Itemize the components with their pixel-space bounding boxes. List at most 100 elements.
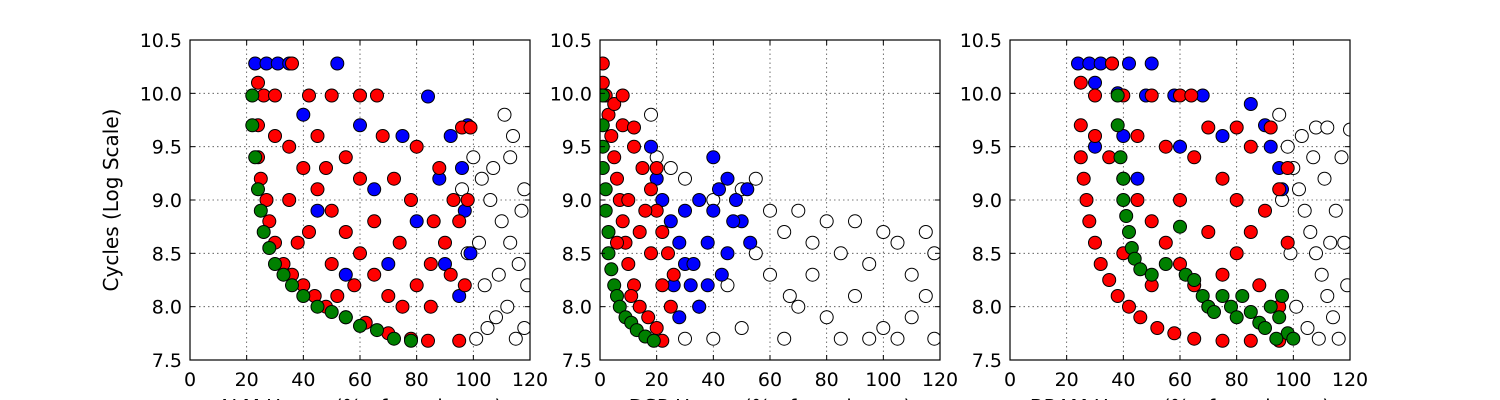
x-tick-label: 20: [235, 369, 259, 391]
scatter-point: [460, 193, 475, 207]
y-tick-label: 10.0: [550, 83, 592, 105]
scatter-point: [777, 225, 792, 239]
scatter-point: [700, 278, 715, 293]
scatter-point: [700, 235, 715, 250]
scatter-point: [443, 129, 458, 143]
scatter-point: [1130, 193, 1145, 207]
scatter-point: [497, 107, 512, 122]
scatter-point: [600, 182, 613, 197]
scatter-point: [514, 203, 529, 218]
scatter-point: [1173, 193, 1187, 207]
x-tick-label: 60: [758, 369, 782, 391]
scatter-point: [409, 139, 424, 154]
scatter-point: [517, 182, 530, 197]
x-tick-label: 100: [865, 369, 901, 391]
scatter-point: [353, 118, 367, 133]
scatter-point: [330, 56, 345, 71]
scatter-point: [918, 225, 933, 239]
scatter-point: [1215, 267, 1230, 282]
scatter-point: [1073, 118, 1088, 133]
y-tick-label: 10.5: [140, 30, 182, 52]
scatter-point: [621, 257, 636, 271]
scatter-point: [1215, 129, 1230, 143]
scatter-point: [876, 225, 891, 239]
x-tick-label: 60: [1168, 369, 1192, 391]
scatter-point: [486, 161, 501, 175]
scatter-point: [1328, 203, 1343, 218]
scatter-point: [1201, 120, 1216, 135]
scatter-point: [520, 278, 530, 293]
scatter-point: [615, 214, 630, 229]
scatter-point: [627, 120, 641, 135]
scatter-point: [480, 321, 495, 335]
scatter-point: [1073, 75, 1088, 90]
scatter-point: [1252, 278, 1267, 293]
scatter-point: [1314, 267, 1329, 282]
scatter-point: [805, 267, 820, 282]
y-tick-label: 8.5: [152, 243, 182, 265]
scatter-point: [1122, 56, 1136, 71]
scatter-point: [381, 257, 396, 271]
scatter-point: [1102, 273, 1117, 287]
y-axis-label: Cycles (Log Scale): [99, 109, 123, 292]
scatter-point: [455, 161, 469, 175]
scatter-point: [1243, 97, 1258, 111]
scatter-point: [686, 257, 701, 271]
x-tick-label: 120: [512, 369, 548, 391]
scatter-point: [1326, 310, 1340, 325]
scatter-point: [927, 246, 940, 261]
scatter-point: [474, 171, 489, 186]
scatter-point: [245, 88, 260, 103]
series-1: [1272, 107, 1350, 346]
scatter-point: [463, 246, 478, 261]
scatter-point: [1187, 150, 1202, 165]
scatter-point: [381, 289, 396, 303]
scatter-point: [324, 257, 339, 271]
scatter-point: [1158, 139, 1173, 154]
scatter-point: [508, 331, 523, 346]
scatter-point: [600, 56, 610, 71]
scatter-point: [743, 235, 758, 250]
scatter-point: [387, 331, 401, 346]
y-tick-label: 8.0: [562, 297, 592, 319]
scatter-point: [663, 299, 678, 314]
scatter-point: [600, 203, 613, 218]
scatter-point: [610, 235, 624, 250]
scatter-point: [409, 278, 424, 293]
scatter-point: [353, 246, 367, 261]
scatter-point: [1280, 161, 1295, 175]
scatter-point: [1088, 75, 1102, 90]
scatter-point: [1243, 225, 1258, 239]
scatter-point: [491, 267, 506, 282]
scatter-point: [517, 321, 530, 335]
scatter-point: [1144, 88, 1159, 103]
scatter-point: [1144, 214, 1159, 229]
scatter-point: [819, 214, 834, 229]
scatter-point: [296, 289, 311, 303]
scatter-point: [1201, 225, 1216, 239]
scatter-point: [740, 182, 755, 197]
scatter-point: [1340, 278, 1350, 293]
scatter-point: [607, 97, 622, 111]
scatter-point: [319, 161, 333, 175]
series-1: [455, 107, 530, 346]
x-tick-label: 20: [645, 369, 669, 391]
scatter-point: [367, 214, 382, 229]
scatter-point: [918, 289, 933, 303]
scatter-point: [600, 118, 610, 133]
scatter-point: [511, 257, 526, 271]
scatter-point: [338, 225, 353, 239]
scatter-point: [409, 214, 424, 229]
scatter-point: [1300, 321, 1315, 335]
y-tick-label: 7.5: [152, 350, 182, 372]
scatter-point: [426, 214, 441, 229]
y-tick-label: 8.0: [152, 297, 182, 319]
x-axis-label: BRAM Usage (% of maximum): [1030, 395, 1330, 400]
scatter-point: [421, 333, 435, 348]
scatter-point: [330, 289, 345, 303]
scatter-point: [1158, 235, 1173, 250]
scatter-point: [1229, 120, 1244, 135]
scatter-points: [1071, 56, 1350, 348]
scatter-point: [443, 267, 458, 282]
scatter-point: [251, 182, 265, 197]
